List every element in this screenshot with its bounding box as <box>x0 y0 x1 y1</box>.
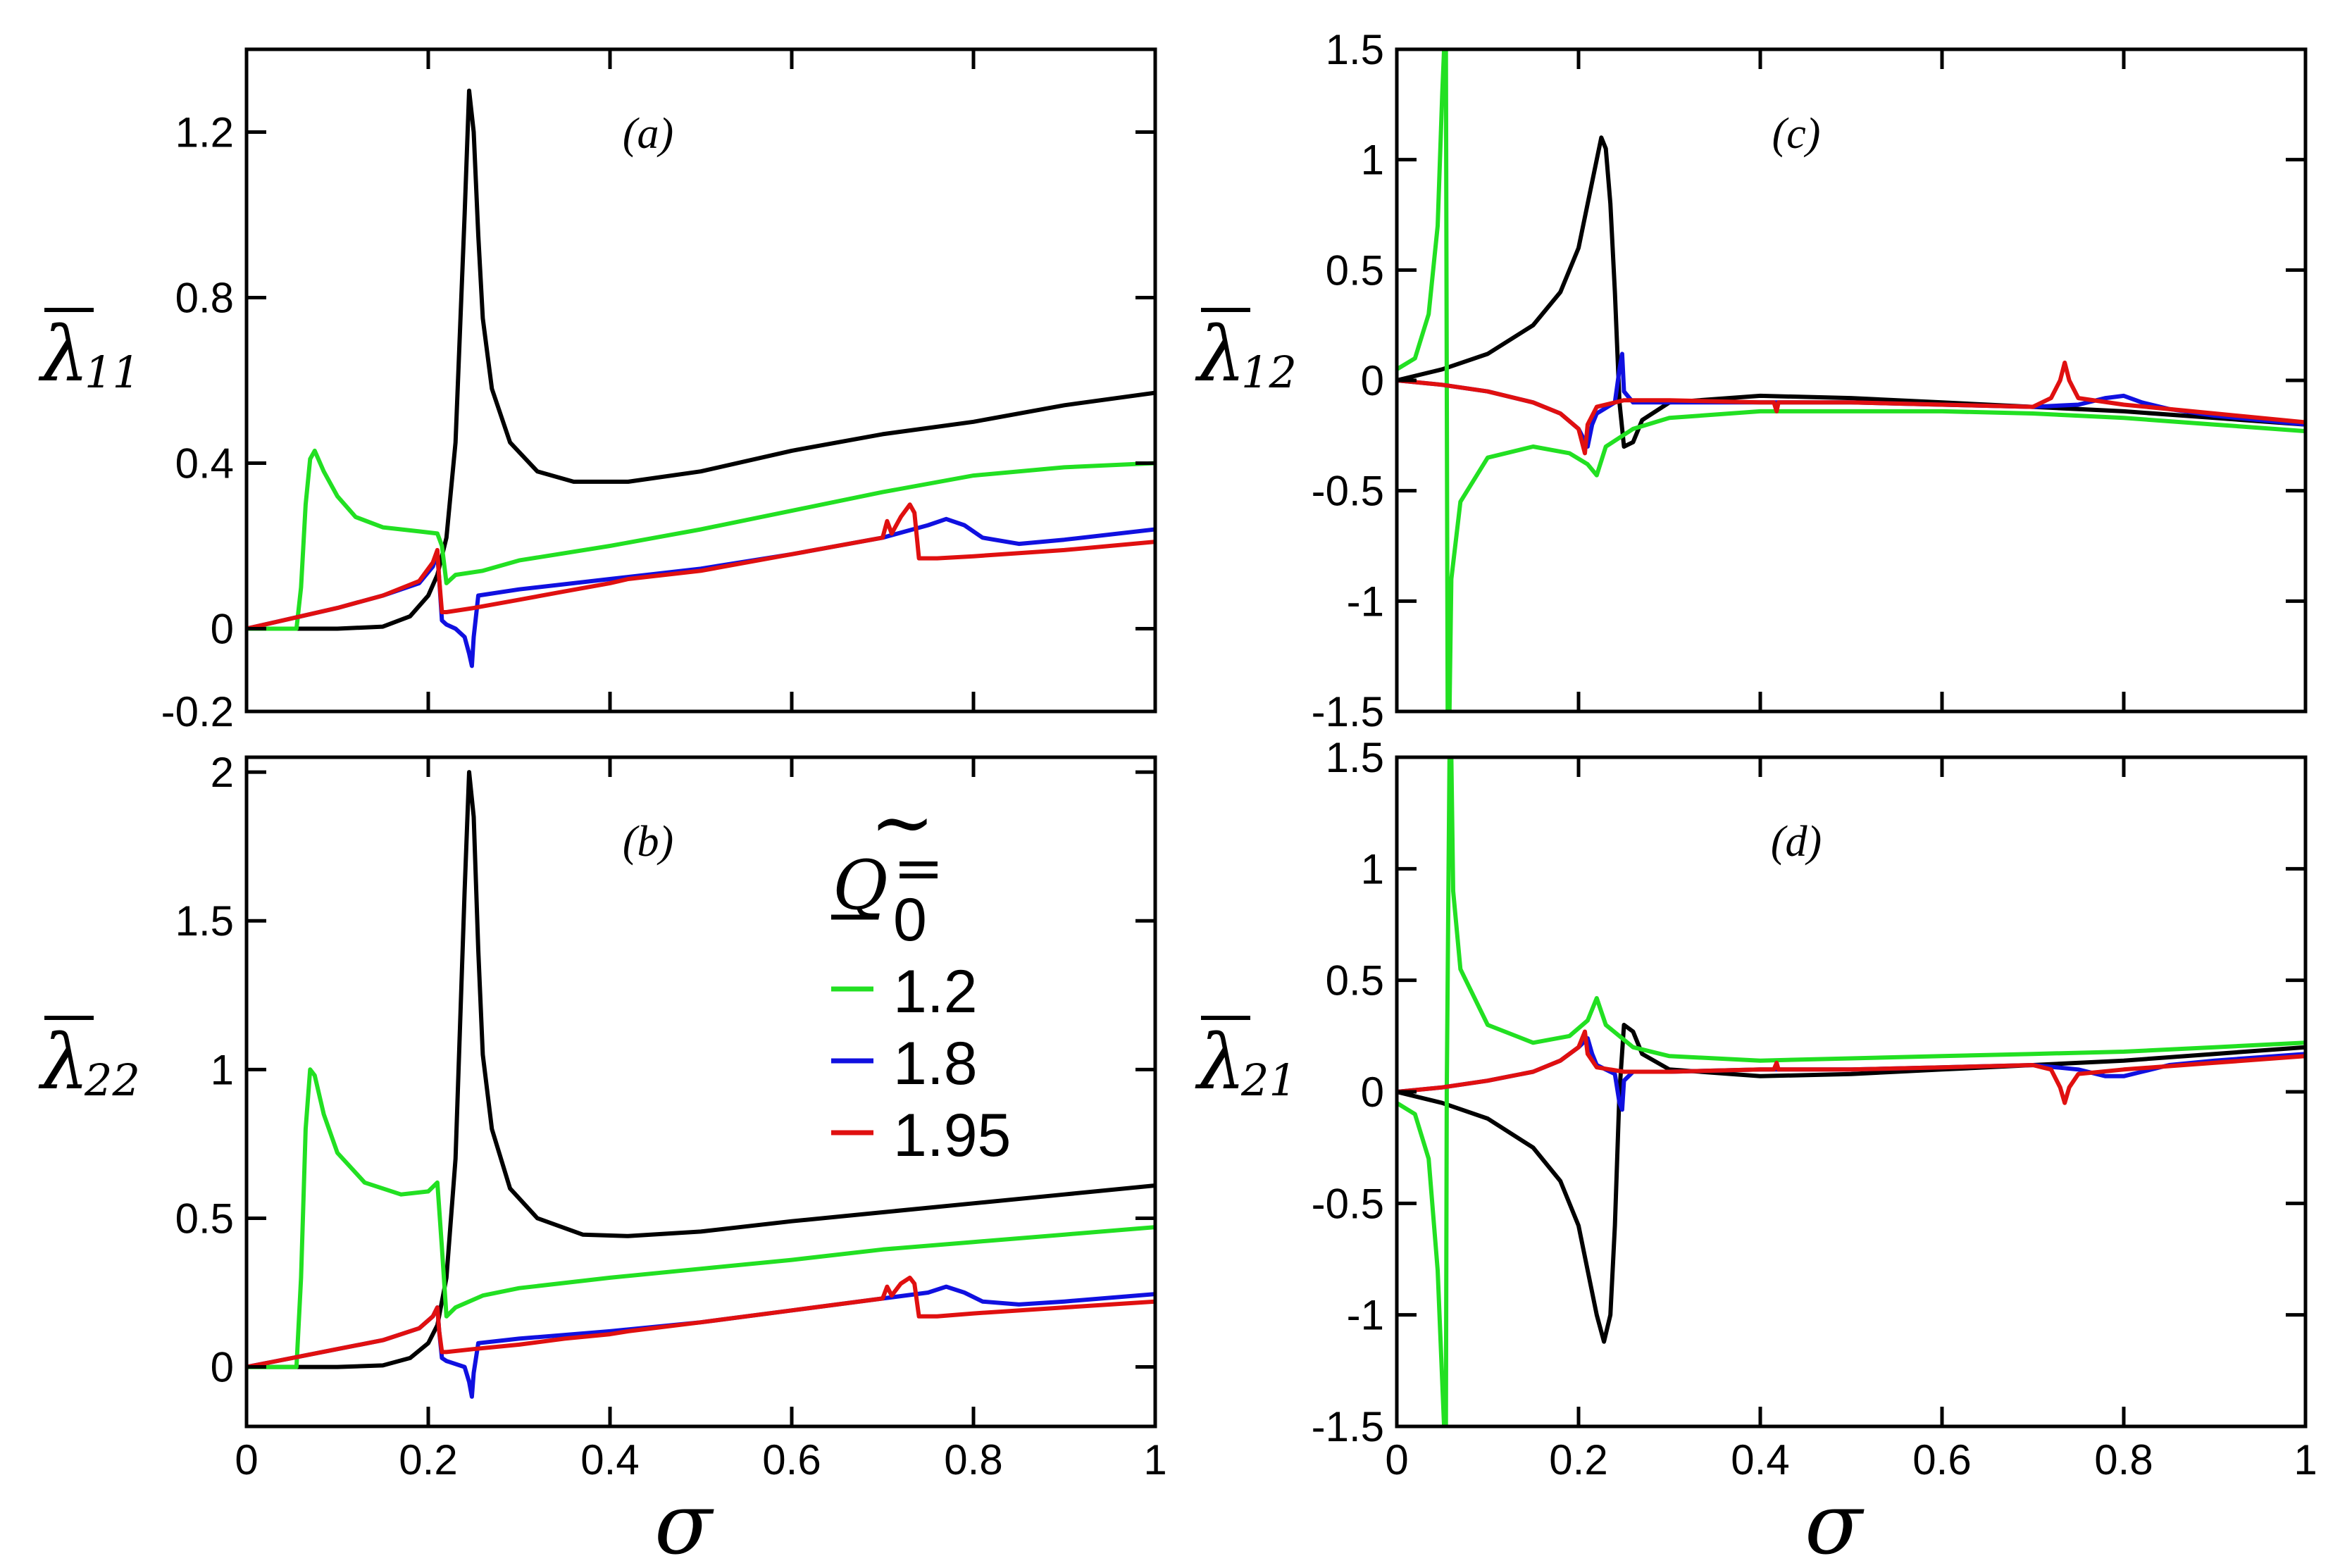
y-axis-label: λ12 <box>1195 308 1297 399</box>
legend-entry: 1.95 <box>831 1102 1011 1169</box>
x-tick-label: 0 <box>1385 1436 1408 1483</box>
panel-a: -0.2 0 0.4 0.8 1.2 (a) λ11 <box>38 47 1157 735</box>
panel-d: 0 0.2 0.4 0.6 0.8 1 -1.5 -1 -0.5 0 0.5 1 1.5 (d) λ21 σ <box>1195 734 2317 1568</box>
x-tick-label: 0.2 <box>399 1436 457 1483</box>
plot-frame <box>244 755 1157 1429</box>
y-axis-label-subscript: 11 <box>85 347 140 398</box>
legend-label: 0 <box>893 886 927 954</box>
x-tick-label: 0.8 <box>2094 1436 2153 1483</box>
y-axis-label: λ21 <box>1195 1016 1297 1107</box>
x-tick-label: 0.4 <box>1731 1436 1789 1483</box>
series-line-1_95 <box>247 1275 1155 1369</box>
x-tick-label: 0.6 <box>1912 1436 1971 1483</box>
panel-label: (c) <box>1772 110 1821 158</box>
legend-title-symbol: Q <box>833 846 888 925</box>
y-tick-label: 0 <box>1361 357 1384 404</box>
y-tick-label: 1.5 <box>1326 26 1384 73</box>
legend-entry: 1.2 <box>831 958 978 1026</box>
series-line-1_2 <box>1397 49 2305 711</box>
y-tick-label: 0.4 <box>175 440 234 487</box>
y-tick-label: -1 <box>1347 578 1384 625</box>
series-line-1_2 <box>247 1067 1155 1369</box>
y-axis-label-subscript: 22 <box>84 1054 140 1106</box>
y-tick-label: -0.2 <box>161 688 234 735</box>
x-tick-label: 0.8 <box>944 1436 1002 1483</box>
series-line-1_95 <box>247 502 1155 631</box>
y-tick-label: -0.5 <box>1312 468 1384 515</box>
y-axis-label-subscript: 21 <box>1240 1054 1297 1106</box>
x-tick-label: 1 <box>1143 1436 1166 1483</box>
series-line-1_2 <box>1397 757 2305 1426</box>
series-line-0 <box>247 770 1155 1369</box>
panel-b: 0 0.2 0.4 0.6 0.8 1 0 0.5 1 1.5 2 (b) λ22 σ <box>38 749 1167 1568</box>
panel-label: (a) <box>623 110 673 158</box>
y-axis-label-symbol: λ <box>1195 311 1245 399</box>
y-tick-label: -1.5 <box>1312 688 1384 735</box>
series-line-0 <box>247 88 1155 631</box>
x-tick-label: 0.6 <box>762 1436 821 1483</box>
y-tick-label: 1.5 <box>175 897 234 945</box>
plot-frame <box>244 47 1157 714</box>
y-tick-label: 2 <box>211 749 234 796</box>
legend-entries: 01.21.81.95 <box>831 886 1011 1169</box>
panel-label: (d) <box>1771 818 1822 866</box>
y-tick-label: 0.5 <box>1326 957 1384 1004</box>
legend-title-tilde: ~ <box>870 777 935 867</box>
y-axis-label: λ11 <box>38 308 140 399</box>
legend-entry: 1.8 <box>831 1030 978 1097</box>
series-line-1_95 <box>1397 1029 2305 1105</box>
y-tick-label: 1.5 <box>1326 734 1384 781</box>
y-tick-label: 0 <box>1361 1069 1384 1116</box>
y-tick-label: 1 <box>211 1046 234 1093</box>
y-tick-label: 1 <box>1361 137 1384 184</box>
x-tick-label: 0.4 <box>580 1436 639 1483</box>
y-axis-label-symbol: λ <box>38 311 89 399</box>
legend-label: 1.8 <box>893 1030 978 1097</box>
panel-label: (b) <box>623 818 673 866</box>
series-line-1_2 <box>247 448 1155 631</box>
y-tick-label: -1.5 <box>1312 1403 1384 1450</box>
x-axis-label: σ <box>1805 1476 1865 1568</box>
y-tick-label: -0.5 <box>1312 1180 1384 1227</box>
y-tick-label: 0 <box>211 1344 234 1391</box>
y-axis-label-symbol: λ <box>38 1019 89 1107</box>
x-tick-label: 0 <box>235 1436 258 1483</box>
y-tick-label: 1 <box>1361 845 1384 892</box>
legend-label: 1.95 <box>893 1102 1011 1169</box>
y-tick-label: 0.5 <box>1326 247 1384 294</box>
legend-entry: 0 <box>831 886 927 954</box>
y-tick-label: 0.5 <box>175 1195 234 1242</box>
legend-title-equals: = <box>893 833 944 904</box>
y-axis-label-symbol: λ <box>1195 1019 1245 1107</box>
y-axis-label-subscript: 12 <box>1241 347 1297 398</box>
x-tick-label: 1 <box>2294 1436 2317 1483</box>
series-line-1_95 <box>1397 360 2305 456</box>
y-axis-label: λ22 <box>38 1016 140 1107</box>
y-tick-label: 0 <box>211 606 234 653</box>
legend-label: 1.2 <box>893 958 978 1026</box>
panel-c: -1.5 -1 -0.5 0 0.5 1 1.5 (c) λ12 <box>1195 26 2308 735</box>
x-tick-label: 0.2 <box>1549 1436 1607 1483</box>
y-tick-label: -1 <box>1347 1292 1384 1339</box>
y-tick-label: 1.2 <box>175 109 234 156</box>
x-axis-label: σ <box>654 1476 714 1568</box>
legend: ~ Q = 01.21.81.95 <box>831 777 1011 1169</box>
y-tick-label: 0.8 <box>175 275 234 322</box>
